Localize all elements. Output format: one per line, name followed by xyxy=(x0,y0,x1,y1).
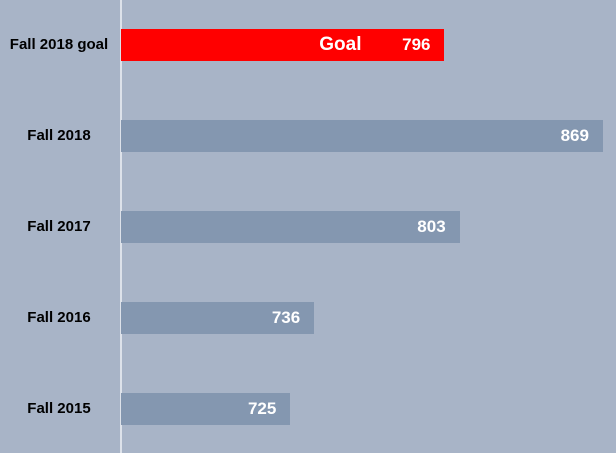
category-label: Fall 2018 xyxy=(27,127,91,144)
category-label: Fall 2017 xyxy=(27,218,91,235)
value-label: 725 xyxy=(247,399,277,418)
bar xyxy=(121,29,445,61)
value-label: 736 xyxy=(271,308,301,327)
category-label: Fall 2018 goal xyxy=(9,36,109,53)
bar xyxy=(121,393,291,425)
value-label: 803 xyxy=(417,217,446,236)
bar xyxy=(121,302,315,334)
bar xyxy=(121,120,603,152)
bar xyxy=(121,211,460,243)
value-label: 796 xyxy=(402,35,431,54)
category-label: Fall 2015 xyxy=(27,400,91,417)
category-label: Fall 2016 xyxy=(27,309,91,326)
annotation: Goal xyxy=(319,34,362,55)
value-label: 869 xyxy=(560,126,589,145)
